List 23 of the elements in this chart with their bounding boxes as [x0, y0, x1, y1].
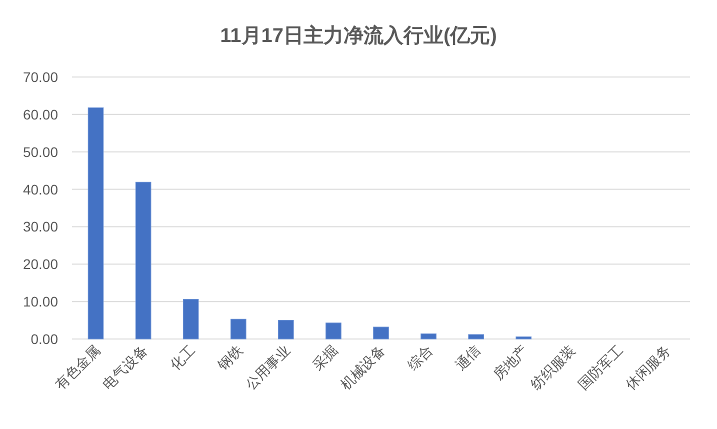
- bar: [135, 182, 152, 340]
- bar: [373, 326, 389, 340]
- bar: [468, 334, 484, 340]
- bar: [88, 107, 104, 340]
- x-tick-label: 化工: [166, 342, 198, 373]
- bar: [182, 299, 199, 340]
- y-tick-label: 30.00: [22, 218, 58, 235]
- y-tick-label: 70.00: [22, 69, 58, 85]
- x-tick-label: 综合: [404, 342, 436, 373]
- y-tick-label: 50.00: [22, 144, 58, 160]
- x-tick-label: 电气设备: [100, 342, 150, 393]
- y-tick-label: 40.00: [22, 181, 58, 198]
- y-tick-label: 60.00: [22, 106, 58, 122]
- y-tick-label: 20.00: [22, 256, 58, 272]
- x-tick-label: 通信: [452, 342, 484, 373]
- y-tick-label: 10.00: [22, 294, 58, 310]
- bar: [230, 318, 246, 340]
- bar: [516, 336, 532, 340]
- chart-title: 11月17日主力净流入行业(亿元): [220, 24, 497, 47]
- bar: [420, 333, 436, 340]
- bar: [278, 320, 294, 340]
- y-tick-label: 0.00: [30, 331, 58, 347]
- bar: [326, 322, 342, 340]
